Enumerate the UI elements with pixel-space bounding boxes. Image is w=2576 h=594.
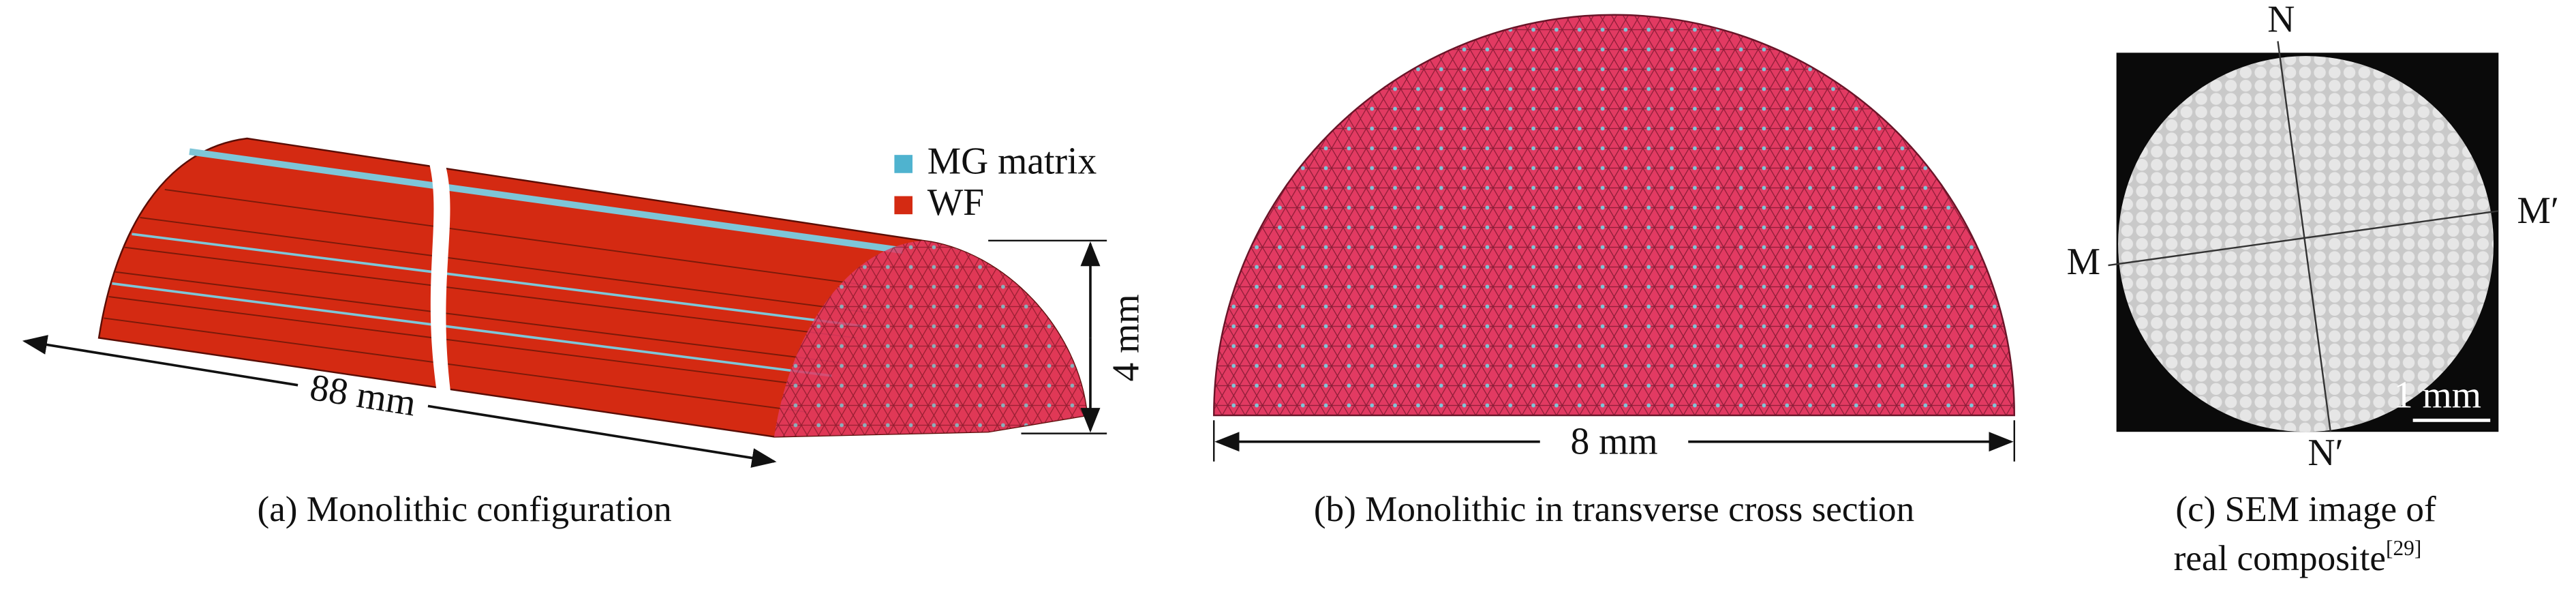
legend-swatch [894,155,913,173]
legend-label: WF [927,181,984,224]
matrix-lines [112,148,904,377]
panel-b: 8 mm (b) Monolithic in transverse cross … [1213,14,2016,529]
caption: (c) SEM image of [2175,490,2436,529]
width-label: 8 mm [1570,420,1657,462]
fiber-lines [104,188,890,413]
legend-swatch [894,196,913,215]
reference: [29] [2386,536,2421,560]
end-cap [773,240,1088,437]
caption: real composite[29] [2174,536,2422,578]
panel-c: N N′ M M′ 1 mm (c) SEM image of real com… [2067,0,2560,578]
height-label: 4 mm [1105,294,1148,381]
caption-text: real composite [2174,539,2386,578]
axis-label: N′ [2307,432,2343,474]
scale-bar-label: 1 mm [2394,374,2481,417]
dimension-arrow [362,394,777,468]
axis-line [2277,41,2332,432]
axis-line [2108,210,2499,267]
panel-a: MG matrix WF 4 mm 88 mm (a) Monolithic c… [22,137,1148,529]
caption: (b) Monolithic in transverse cross secti… [1314,490,1914,529]
break-mark [425,148,455,421]
caption: (a) Monolithic configuration [258,490,672,529]
axis-label: M′ [2517,190,2560,232]
axis-label: N [2267,0,2295,41]
cross-section [1213,14,2016,417]
legend-label: MG matrix [927,140,1097,182]
axis-label: M [2067,241,2100,283]
